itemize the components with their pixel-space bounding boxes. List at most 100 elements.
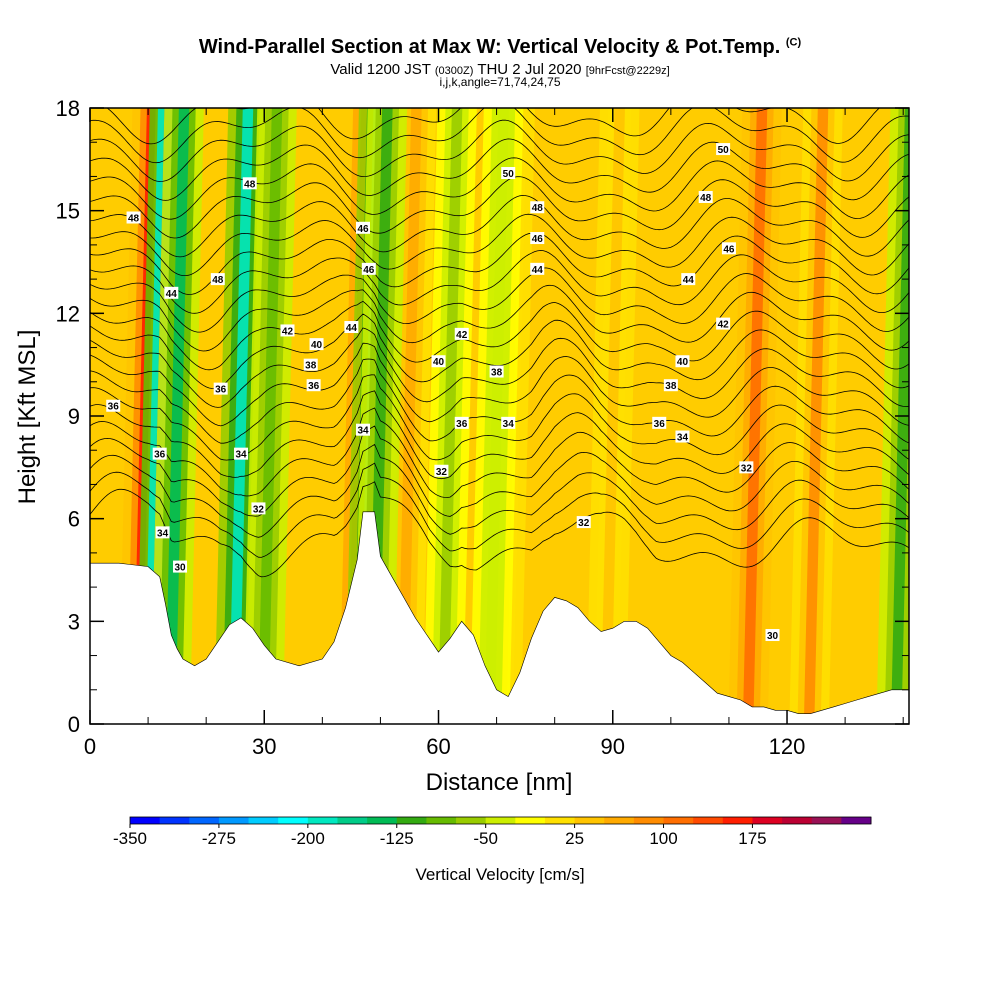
contour-label-box	[155, 526, 170, 539]
contour-label-box	[173, 560, 188, 573]
x-tick-label: 120	[769, 734, 806, 759]
contour-label: 48	[212, 275, 224, 286]
contour-label: 34	[157, 528, 169, 539]
contour-label: 44	[532, 265, 544, 276]
downdraft-band-level	[164, 108, 190, 724]
colorbar-swatch	[278, 817, 309, 824]
valid-time: Valid 1200 JST (0300Z) THU 2 Jul 2020 [9…	[0, 61, 1000, 78]
contour-label: 36	[154, 450, 166, 461]
colorbar-swatch	[782, 817, 813, 824]
theta-isoline	[90, 425, 909, 517]
contour-label: 46	[357, 224, 369, 235]
colorbar-swatch	[752, 817, 783, 824]
contour-label-box	[164, 286, 179, 299]
y-tick-label: 18	[56, 96, 80, 121]
contour-label-box	[306, 379, 321, 392]
contour-label-box	[106, 399, 121, 412]
contour-label: 48	[532, 203, 544, 214]
colorbar-swatch	[130, 817, 161, 824]
contour-label-box	[675, 355, 690, 368]
contour-label-box	[280, 324, 295, 337]
colorbar: -350 -275 -200 -125 -50 25 100 175	[113, 816, 872, 848]
contour-label: 30	[767, 631, 779, 642]
x-tick-label: 30	[252, 734, 276, 759]
contour-label-box	[361, 262, 376, 275]
theta-isoline	[90, 119, 909, 182]
contour-label-box	[501, 167, 516, 180]
y-tick-label: 6	[68, 507, 80, 532]
contour-label: 36	[215, 385, 227, 396]
colorbar-swatch	[248, 817, 279, 824]
contour-label: 46	[363, 265, 375, 276]
plot-area: 48 48 48 44 44 44 44 46 46 46 46 48 48 50 50 42 42 42 40 40…	[90, 108, 909, 724]
contour-label-box	[210, 273, 225, 286]
colorbar-swatch	[189, 817, 220, 824]
downdraft-band	[423, 108, 477, 724]
contour-label: 36	[456, 419, 468, 430]
downdraft-band-level	[484, 108, 509, 724]
contour-label-box	[530, 201, 545, 214]
contour-label: 48	[700, 193, 712, 204]
updraft-band	[728, 108, 782, 724]
y-tick-label: 9	[68, 404, 80, 429]
colorbar-tick-label: 175	[738, 829, 766, 848]
contour-label-box	[234, 447, 249, 460]
theta-isoline	[90, 284, 909, 352]
contour-label: 38	[665, 381, 677, 392]
copyright-mark: (C)	[785, 36, 802, 49]
theta-isoline	[90, 300, 909, 371]
contour-label-box	[356, 423, 370, 436]
contour-label: 34	[503, 419, 515, 430]
y-tick-label: 0	[68, 712, 80, 737]
contour-label-box	[126, 211, 141, 224]
contour-label: 32	[741, 463, 753, 474]
contour-label-box	[309, 338, 324, 351]
colorbar-swatch	[337, 817, 368, 824]
theta-contours	[90, 108, 909, 578]
theta-isoline	[90, 108, 909, 164]
colorbar-swatch	[159, 817, 190, 824]
contour-label: 36	[308, 381, 320, 392]
contour-label-box	[721, 242, 736, 255]
contour-label: 50	[718, 145, 730, 156]
updraft-band-level	[803, 108, 829, 724]
contour-label-box	[663, 379, 678, 392]
contour-label: 46	[532, 234, 544, 245]
contour-label: 36	[654, 419, 666, 430]
theta-isoline	[90, 157, 909, 220]
theta-isoline	[90, 407, 909, 498]
contour-label: 36	[108, 402, 120, 413]
colorbar-swatch	[544, 817, 576, 824]
y-axis-title: Height [Kft MSL]	[14, 330, 41, 505]
contour-label: 32	[253, 504, 265, 515]
contour-label: 42	[456, 330, 468, 341]
colorbar-tick-label: -275	[202, 829, 236, 848]
theta-isoline	[90, 232, 909, 295]
theta-isoline	[90, 342, 909, 427]
downdraft-band	[243, 108, 297, 724]
contour-label-box	[675, 430, 690, 443]
theta-isoline	[90, 250, 909, 314]
contour-labels: 48 48 48 44 44 44 44 46 46 46 46 48 48 50 50 42 42 42 40 40…	[106, 143, 780, 642]
contour-label: 40	[433, 357, 445, 368]
y-tick-label: 3	[68, 609, 80, 634]
downdraft-band	[469, 108, 524, 724]
contour-label: 34	[235, 450, 247, 461]
colorbar-swatch	[693, 817, 724, 824]
theta-isoline	[90, 313, 909, 390]
colorbar-swatch	[604, 817, 635, 824]
contour-label-box	[434, 464, 449, 477]
contour-label: 34	[357, 426, 369, 437]
contour-label-box	[356, 221, 370, 234]
contour-label: 38	[305, 361, 317, 372]
x-tick-label: 90	[601, 734, 625, 759]
contour-label-box	[681, 273, 696, 286]
downdraft-band-level	[437, 108, 463, 724]
contour-label: 44	[346, 323, 358, 334]
colorbar-swatch	[722, 817, 753, 824]
contour-label-box	[454, 416, 469, 429]
colorbar-tick-label: -350	[113, 829, 147, 848]
contour-label-box	[652, 416, 667, 429]
downdraft-band-level	[257, 108, 283, 724]
